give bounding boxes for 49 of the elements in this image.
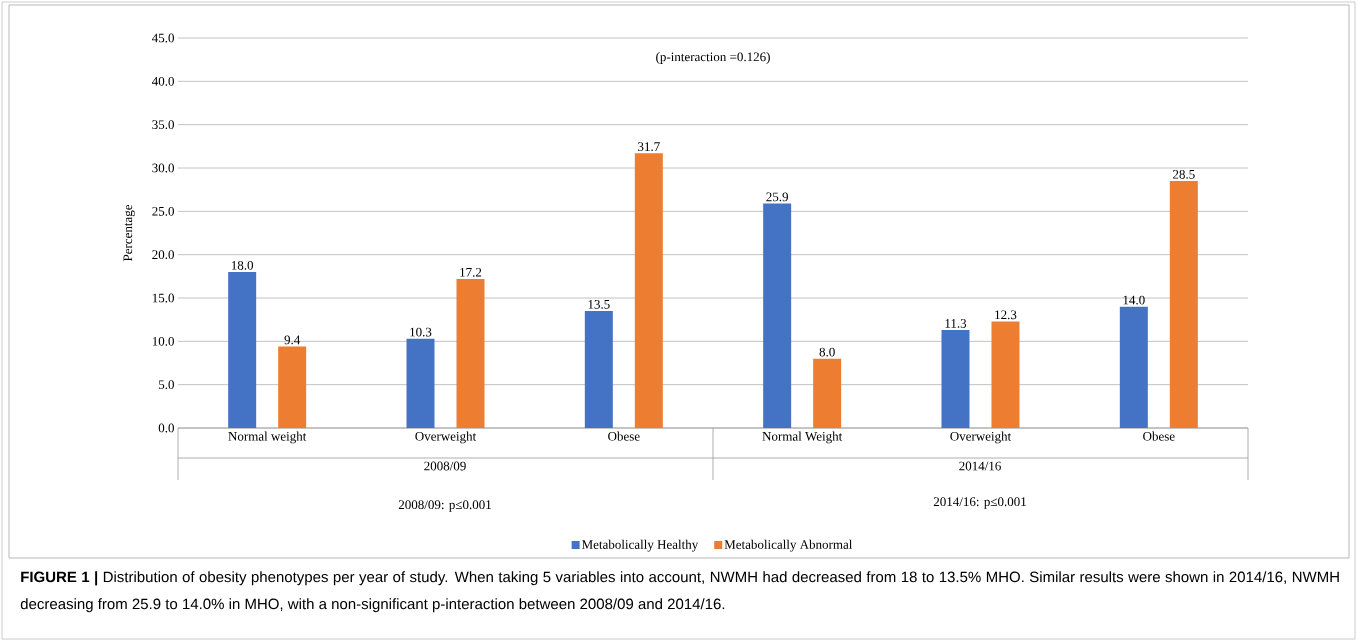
- bar: [584, 311, 613, 428]
- data-label: 14.0: [1123, 295, 1145, 305]
- data-label: 31.7: [638, 142, 660, 152]
- y-tick-label: 10.0: [152, 336, 174, 346]
- text: 2014/16: p≤0.001: [933, 497, 1026, 509]
- data-label: 13.5: [588, 300, 610, 309]
- bar: [991, 321, 1020, 428]
- data-label: 10.3: [410, 327, 432, 337]
- data-label: 8.0: [819, 347, 835, 357]
- x-tick-label: Obese: [608, 431, 640, 441]
- text: 2008/09: [424, 461, 466, 471]
- x-tick-label: Normal Weight: [762, 431, 843, 444]
- text: 2008/09: p≤0.001: [398, 500, 491, 512]
- data-label: 11.3: [945, 319, 967, 328]
- bar: [1169, 181, 1198, 428]
- y-tick-label: 40.0: [151, 76, 174, 86]
- x-tick-label: Obese: [1143, 431, 1175, 441]
- x-tick-label: Overweight: [415, 431, 477, 444]
- y-tick-label: 20.0: [152, 250, 174, 260]
- y-tick-label: 15.0: [152, 293, 174, 303]
- y-axis-title: Percentage: [123, 204, 135, 262]
- data-label: 12.3: [995, 310, 1017, 320]
- bar: [763, 203, 792, 428]
- data-label: 17.2: [460, 267, 482, 277]
- y-tick-label: 25.0: [152, 206, 174, 216]
- text: FIGURE 1 | Distribution of obesity phenotypes per year of study. When taking 5 variables into account, NWMH had decreased from 18 to 13.5% MHO. Similar results were shown in 2014/16, NWMH decreasing from 25.9 to 14.0% in MHO, with a non-significant p-interaction between 2008/09 and 2014/16.: [20, 571, 1339, 613]
- y-tick-label: 45.0: [151, 33, 174, 43]
- legend-label: Metabolically Abnormal: [724, 539, 853, 552]
- y-tick-label: 30.0: [152, 163, 174, 173]
- data-label: 28.5: [1173, 169, 1195, 179]
- bar: [456, 278, 485, 428]
- x-tick-label: Normal weight: [228, 431, 307, 444]
- bar: [406, 338, 435, 428]
- data-label: 25.9: [766, 192, 788, 202]
- y-tick-label: 35.0: [152, 120, 174, 130]
- bar: [941, 330, 970, 428]
- bar: [228, 272, 257, 428]
- bar: [634, 153, 663, 428]
- y-tick-label: 5.0: [158, 380, 174, 390]
- bar: [1119, 306, 1148, 428]
- y-tick-label: 0.0: [158, 423, 174, 433]
- x-tick-label: Overweight: [950, 431, 1012, 444]
- bar: [813, 358, 842, 428]
- annotation: (p-interaction =0.126): [656, 52, 770, 64]
- data-label: 18.0: [231, 260, 254, 270]
- text: 2014/16: [959, 461, 1001, 471]
- data-label: 9.4: [284, 335, 301, 345]
- legend-label: Metabolically Healthy: [581, 539, 699, 552]
- bar: [278, 346, 307, 428]
